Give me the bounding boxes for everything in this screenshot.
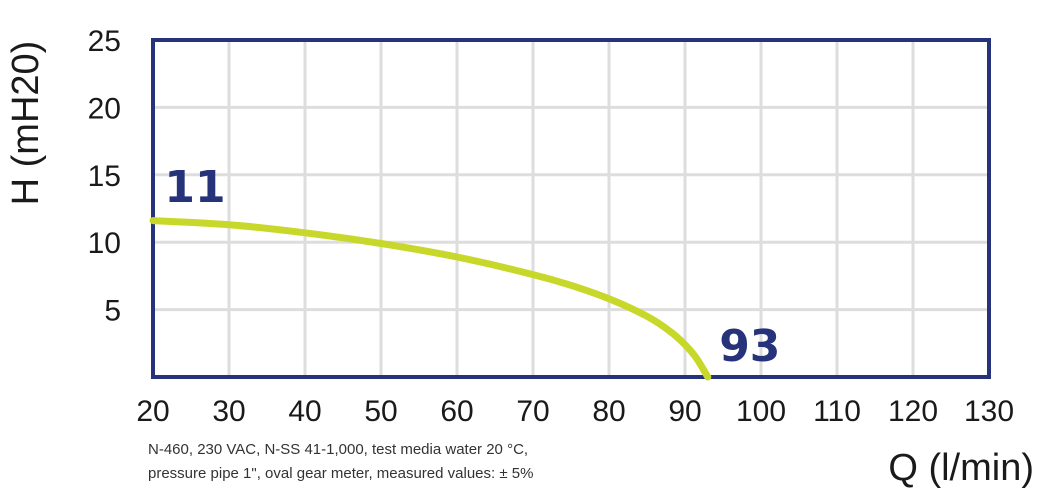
x-tick-label: 70 [516,395,549,428]
x-tick-label: 80 [592,395,625,428]
y-tick-label: 20 [88,92,121,125]
y-tick-label: 5 [104,295,121,328]
x-tick-label: 30 [212,395,245,428]
annotations: 11 93 [164,162,780,372]
x-tick-label: 40 [288,395,321,428]
test-conditions-note: N-460, 230 VAC, N-SS 41-1,000, test medi… [148,438,533,486]
x-tick-label: 100 [736,395,786,428]
x-tick-label: 110 [813,395,861,428]
x-axis-label: Q (l/min) [888,447,1034,489]
y-tick-label: 25 [88,25,121,58]
y-tick-labels: 5 10 15 20 25 [88,25,121,328]
x-tick-label: 60 [440,395,473,428]
annotation-label: 93 [719,321,780,372]
plot-frame [151,38,991,379]
series-line [149,217,712,381]
x-tick-label: 20 [136,395,169,428]
note-line-2: pressure pipe 1", oval gear meter, measu… [148,465,534,482]
x-tick-labels: 20 30 40 50 60 70 80 90 100 110 120 130 [136,395,1014,428]
annotation-label: 11 [164,162,225,213]
note-line-1: N-460, 230 VAC, N-SS 41-1,000, test medi… [148,441,529,458]
y-tick-label: 10 [88,227,121,260]
y-axis-label: H (mH20) [5,41,47,206]
grid-lines [151,38,991,377]
y-tick-label: 15 [88,160,121,193]
x-tick-label: 50 [364,395,397,428]
x-tick-label: 120 [888,395,938,428]
x-tick-label: 130 [964,395,1014,428]
x-tick-label: 90 [668,395,701,428]
